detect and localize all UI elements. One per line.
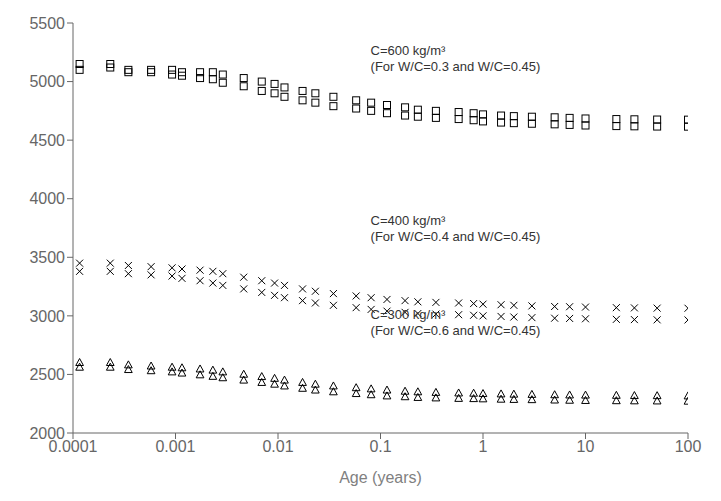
svg-text:0.1: 0.1 (369, 438, 391, 455)
svg-text:4000: 4000 (29, 190, 65, 207)
svg-text:4500: 4500 (29, 132, 65, 149)
svg-text:5000: 5000 (29, 73, 65, 90)
svg-text:2000: 2000 (29, 425, 65, 442)
svg-text:5500: 5500 (29, 15, 65, 32)
svg-text:3000: 3000 (29, 308, 65, 325)
svg-text:3500: 3500 (29, 249, 65, 266)
svg-text:1: 1 (479, 438, 488, 455)
svg-text:C=400 kg/m³(For W/C=0.4 and W/: C=400 kg/m³(For W/C=0.4 and W/C=0.45) (371, 213, 541, 244)
svg-text:C=600 kg/m³(For W/C=0.3 and W/: C=600 kg/m³(For W/C=0.3 and W/C=0.45) (371, 43, 541, 74)
svg-text:10: 10 (577, 438, 595, 455)
svg-text:Age (years): Age (years) (339, 469, 422, 486)
svg-text:100: 100 (675, 438, 702, 455)
svg-text:0.0001: 0.0001 (48, 438, 98, 456)
svg-text:0.001: 0.001 (155, 438, 195, 455)
svg-text:C=300 kg/m³(For W/C=0.6 and W/: C=300 kg/m³(For W/C=0.6 and W/C=0.45) (371, 306, 541, 337)
svg-text:2500: 2500 (29, 366, 65, 383)
svg-text:0.01: 0.01 (262, 438, 293, 455)
